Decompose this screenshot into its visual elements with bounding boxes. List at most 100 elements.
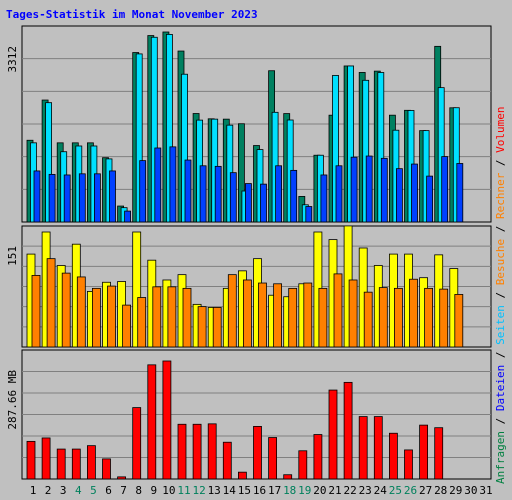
bar-dateien-day-9 [154,147,162,223]
bar-rechner-day-4 [76,276,86,348]
legend-segment: / [494,153,507,173]
bar-dateien-day-11 [184,159,192,223]
bar-rechner-day-26 [409,278,418,348]
bar-volumen-day-11 [177,423,187,480]
bar-volumen-day-22 [343,381,353,480]
bar-dateien-day-2 [48,173,56,223]
bar-dateien-day-17 [275,165,283,223]
day-label-1: 1 [30,484,37,497]
day-label-15: 15 [238,484,251,497]
bar-rechner-day-10 [167,286,177,348]
bar-dateien-day-8 [139,160,147,223]
bar-volumen-day-15 [237,471,247,480]
bar-volumen-day-21 [328,389,338,480]
bar-dateien-day-24 [380,157,388,223]
bar-rechner-day-29 [454,294,464,348]
bar-seiten-day-24 [377,72,385,223]
hits-panel-ymax-label: 3312 [6,46,19,73]
day-label-7: 7 [120,484,127,497]
bar-seiten-day-22 [347,65,355,223]
bar-anfragen-day-15 [237,123,245,223]
bar-volumen-day-8 [132,407,142,480]
bar-rechner-day-22 [348,279,358,348]
bar-dateien-day-15 [244,183,252,223]
bar-seiten-day-23 [362,79,370,223]
day-label-4: 4 [75,484,82,497]
bar-dateien-day-23 [365,155,373,223]
bar-rechner-day-18 [288,287,298,348]
day-label-27: 27 [419,484,432,497]
bar-rechner-day-11 [182,287,192,348]
bar-seiten-day-8 [135,53,143,223]
bar-rechner-day-19 [303,282,313,348]
bar-volumen-day-5 [87,445,96,480]
bar-dateien-day-20 [320,174,328,223]
legend-segment: / [494,345,507,365]
bar-volumen-day-9 [147,364,157,480]
bar-volumen-day-12 [192,423,202,480]
bar-dateien-day-13 [214,165,222,223]
bar-rechner-day-8 [137,297,147,348]
right-legend: Anfragen / Dateien / Seiten / Besuche / … [494,106,507,484]
bar-volumen-day-18 [283,474,293,480]
bar-volumen-day-25 [388,432,398,480]
day-label-8: 8 [135,484,142,497]
bar-seiten-day-2 [45,102,52,223]
day-label-2: 2 [45,484,52,497]
bar-rechner-day-3 [61,272,71,348]
day-label-25: 25 [389,484,402,497]
bar-rechner-day-6 [107,285,116,348]
bar-seiten-day-28 [437,87,445,223]
bar-dateien-day-7 [124,210,131,223]
bar-rechner-day-13 [212,306,222,348]
day-label-21: 21 [328,484,341,497]
bar-dateien-day-5 [94,173,101,223]
bar-dateien-day-25 [395,168,403,223]
bar-rechner-day-25 [393,287,403,348]
bar-volumen-day-6 [102,458,111,480]
legend-segment: Dateien [494,365,507,411]
bar-volumen-day-27 [419,424,429,480]
bar-rechner-day-7 [122,304,131,348]
bar-rechner-day-15 [242,279,252,348]
visits-panel [21,225,492,348]
day-label-18: 18 [283,484,296,497]
bar-rechner-day-5 [92,287,101,348]
bar-volumen-day-10 [162,360,172,480]
day-label-5: 5 [90,484,97,497]
legend-segment: Volumen [494,106,507,152]
legend-segment: Besuche [494,239,507,285]
legend-segment: Anfragen [494,431,507,484]
bar-seiten-day-11 [181,73,188,223]
day-label-30: 30 [464,484,477,497]
bar-volumen-day-20 [313,434,323,480]
bar-rechner-day-21 [333,273,343,348]
x-axis-day-labels: 1 2 3 4 5 6 7 8 9 10 11 12 13 14 15 16 17 18 19 20 21 22 23 24 2… [30,484,493,497]
bar-rechner-day-9 [152,286,162,348]
legend-segment: / [494,219,507,239]
bar-rechner-day-20 [318,287,328,348]
day-label-14: 14 [223,484,237,497]
bar-dateien-day-22 [350,156,358,223]
day-label-16: 16 [253,484,266,497]
bar-volumen-day-3 [56,448,66,480]
bar-besuche-day-8 [132,231,142,348]
bar-dateien-day-4 [78,173,86,223]
day-label-26: 26 [404,484,417,497]
bar-volumen-day-24 [373,416,383,480]
day-label-12: 12 [192,484,205,497]
bar-dateien-day-27 [426,175,434,223]
volume-panel-ymax-label: 287.66 MB [6,370,19,430]
bar-volumen-day-1 [26,440,36,480]
bar-volumen-day-13 [207,423,217,480]
bar-dateien-day-6 [109,170,116,223]
legend-segment: Seiten [494,305,507,345]
bar-rechner-day-1 [31,275,41,348]
day-label-23: 23 [359,484,372,497]
day-label-31: 31 [479,484,492,497]
bar-dateien-day-12 [199,165,207,223]
bar-dateien-day-16 [260,183,267,223]
bar-dateien-day-10 [169,146,177,223]
bar-dateien-day-26 [411,163,418,223]
